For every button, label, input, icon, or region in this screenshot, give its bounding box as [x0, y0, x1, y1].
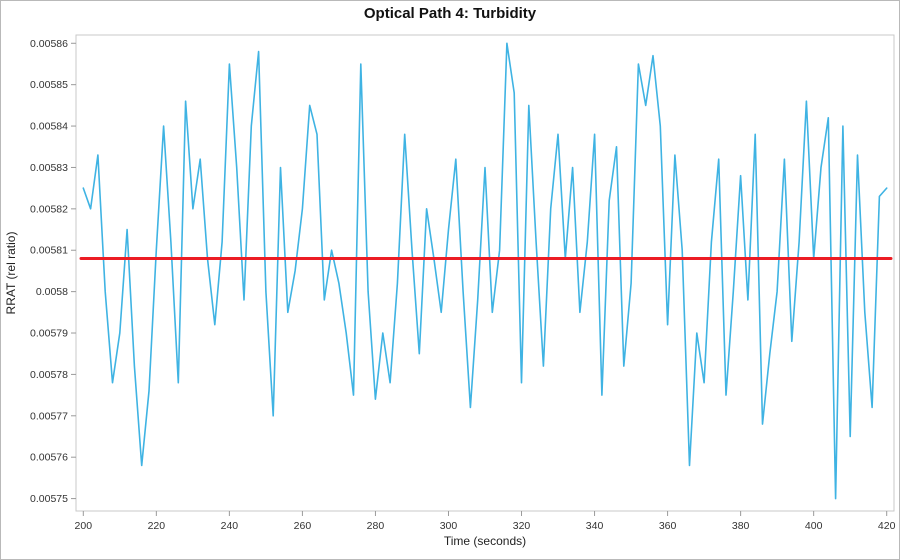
y-tick-label: 0.00575: [30, 493, 68, 505]
y-tick-label: 0.00581: [30, 245, 68, 257]
x-tick-label: 200: [75, 520, 93, 532]
y-tick-label: 0.00586: [30, 38, 68, 50]
x-tick-label: 260: [294, 520, 312, 532]
y-axis-title: RRAT (rel ratio): [4, 232, 18, 315]
x-tick-label: 360: [659, 520, 677, 532]
x-tick-label: 400: [805, 520, 823, 532]
series-rrat: [82, 42, 888, 500]
x-tick-label: 300: [440, 520, 458, 532]
plot-layer: 200 220 240 260 280 300 320 340 360 380 400 420 0.00…: [30, 34, 896, 532]
x-tick-label: 220: [148, 520, 166, 532]
y-tick-label: 0.00584: [30, 121, 68, 133]
y-tick-label: 0.0058: [36, 286, 68, 298]
x-tick-label: 320: [513, 520, 531, 532]
y-tick-label: 0.00578: [30, 369, 68, 381]
y-tick-label: 0.00577: [30, 410, 68, 422]
x-tick-label: 280: [367, 520, 385, 532]
y-tick-label: 0.00582: [30, 203, 68, 215]
x-axis-title: Time (seconds): [444, 534, 526, 548]
y-tick-label: 0.00585: [30, 79, 68, 91]
x-tick-label: 240: [221, 520, 239, 532]
x-tick-label: 420: [878, 520, 896, 532]
plot-border: [75, 34, 895, 512]
x-tick-label: 380: [732, 520, 750, 532]
turbidity-line-chart: 200 220 240 260 280 300 320 340 360 380 400 420 0.00…: [4, 34, 896, 548]
y-tick-label: 0.00579: [30, 328, 68, 340]
y-tick-label: 0.00576: [30, 452, 68, 464]
x-tick-label: 340: [586, 520, 604, 532]
chart-title: Optical Path 4: Turbidity: [363, 5, 537, 22]
y-tick-label: 0.00583: [30, 162, 68, 174]
